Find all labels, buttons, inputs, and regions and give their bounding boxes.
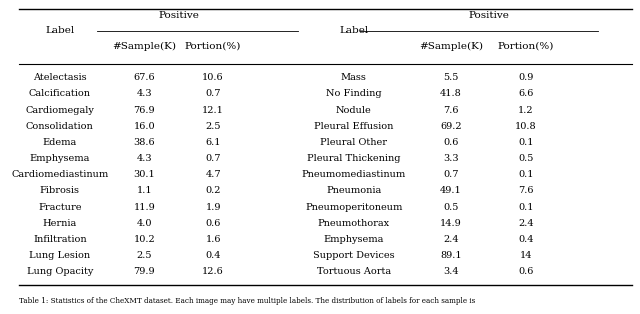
Text: Portion(%): Portion(%) [498, 42, 554, 51]
Text: 0.7: 0.7 [205, 89, 221, 98]
Text: Cardiomediastinum: Cardiomediastinum [11, 170, 108, 179]
Text: Pleural Thickening: Pleural Thickening [307, 154, 401, 163]
Text: 2.4: 2.4 [443, 235, 459, 244]
Text: Fracture: Fracture [38, 203, 81, 212]
Text: Lung Opacity: Lung Opacity [27, 267, 93, 276]
Text: 79.9: 79.9 [133, 267, 155, 276]
Text: 10.2: 10.2 [133, 235, 155, 244]
Text: #Sample(K): #Sample(K) [112, 42, 176, 51]
Text: 76.9: 76.9 [133, 106, 155, 115]
Text: 10.6: 10.6 [202, 73, 224, 82]
Text: No Finding: No Finding [326, 89, 381, 98]
Text: 5.5: 5.5 [443, 73, 458, 82]
Text: Pleural Other: Pleural Other [321, 138, 387, 147]
Text: 2.5: 2.5 [205, 122, 221, 131]
Text: Pleural Effusion: Pleural Effusion [314, 122, 394, 131]
Text: 14.9: 14.9 [440, 219, 461, 228]
Text: 0.1: 0.1 [518, 170, 534, 179]
Text: 0.1: 0.1 [518, 203, 534, 212]
Text: 0.6: 0.6 [205, 219, 221, 228]
Text: 67.6: 67.6 [133, 73, 155, 82]
Text: 0.4: 0.4 [205, 251, 221, 260]
Text: Consolidation: Consolidation [26, 122, 93, 131]
Text: Portion(%): Portion(%) [185, 42, 241, 51]
Text: Emphysema: Emphysema [324, 235, 384, 244]
Text: 1.6: 1.6 [205, 235, 221, 244]
Text: Pneumoperitoneum: Pneumoperitoneum [305, 203, 403, 212]
Text: 7.6: 7.6 [443, 106, 459, 115]
Text: 4.3: 4.3 [136, 89, 152, 98]
Text: Table 1: Statistics of the CheXMT dataset. Each image may have multiple labels. : Table 1: Statistics of the CheXMT datase… [19, 297, 476, 305]
Text: 6.6: 6.6 [518, 89, 534, 98]
Text: 0.7: 0.7 [205, 154, 221, 163]
Text: 1.9: 1.9 [205, 203, 221, 212]
Text: 0.1: 0.1 [518, 138, 534, 147]
Text: Calcification: Calcification [29, 89, 91, 98]
Text: Infiltration: Infiltration [33, 235, 86, 244]
Text: 10.8: 10.8 [515, 122, 537, 131]
Text: 0.6: 0.6 [443, 138, 458, 147]
Text: 16.0: 16.0 [133, 122, 155, 131]
Text: Label: Label [45, 26, 74, 35]
Text: 1.2: 1.2 [518, 106, 534, 115]
Text: Emphysema: Emphysema [29, 154, 90, 163]
Text: 4.3: 4.3 [136, 154, 152, 163]
Text: 2.4: 2.4 [518, 219, 534, 228]
Text: 0.5: 0.5 [443, 203, 458, 212]
Text: 12.6: 12.6 [202, 267, 224, 276]
Text: Tortuous Aorta: Tortuous Aorta [317, 267, 391, 276]
Text: Edema: Edema [43, 138, 77, 147]
Text: Label: Label [339, 26, 369, 35]
Text: Pneumonia: Pneumonia [326, 187, 381, 195]
Text: 1.1: 1.1 [136, 187, 152, 195]
Text: Pneumomediastinum: Pneumomediastinum [301, 170, 406, 179]
Text: 7.6: 7.6 [518, 187, 534, 195]
Text: 12.1: 12.1 [202, 106, 224, 115]
Text: 0.2: 0.2 [205, 187, 221, 195]
Text: 14: 14 [520, 251, 532, 260]
Text: 0.6: 0.6 [518, 267, 534, 276]
Text: Atelectasis: Atelectasis [33, 73, 86, 82]
Text: 4.7: 4.7 [205, 170, 221, 179]
Text: Pneumothorax: Pneumothorax [318, 219, 390, 228]
Text: 0.9: 0.9 [518, 73, 534, 82]
Text: 2.5: 2.5 [136, 251, 152, 260]
Text: 3.3: 3.3 [443, 154, 459, 163]
Text: 11.9: 11.9 [133, 203, 155, 212]
Text: 41.8: 41.8 [440, 89, 461, 98]
Text: Hernia: Hernia [43, 219, 77, 228]
Text: Positive: Positive [468, 11, 509, 20]
Text: Fibrosis: Fibrosis [40, 187, 80, 195]
Text: 0.4: 0.4 [518, 235, 534, 244]
Text: Lung Lesion: Lung Lesion [29, 251, 90, 260]
Text: 6.1: 6.1 [205, 138, 221, 147]
Text: 0.7: 0.7 [443, 170, 459, 179]
Text: #Sample(K): #Sample(K) [419, 42, 483, 51]
Text: Cardiomegaly: Cardiomegaly [26, 106, 94, 115]
Text: 49.1: 49.1 [440, 187, 461, 195]
Text: 4.0: 4.0 [136, 219, 152, 228]
Text: 0.5: 0.5 [518, 154, 534, 163]
Text: 69.2: 69.2 [440, 122, 461, 131]
Text: Support Devices: Support Devices [313, 251, 395, 260]
Text: 30.1: 30.1 [133, 170, 155, 179]
Text: 3.4: 3.4 [443, 267, 459, 276]
Text: Positive: Positive [158, 11, 199, 20]
Text: 89.1: 89.1 [440, 251, 461, 260]
Text: Mass: Mass [341, 73, 367, 82]
Text: 38.6: 38.6 [133, 138, 155, 147]
Text: Nodule: Nodule [336, 106, 372, 115]
